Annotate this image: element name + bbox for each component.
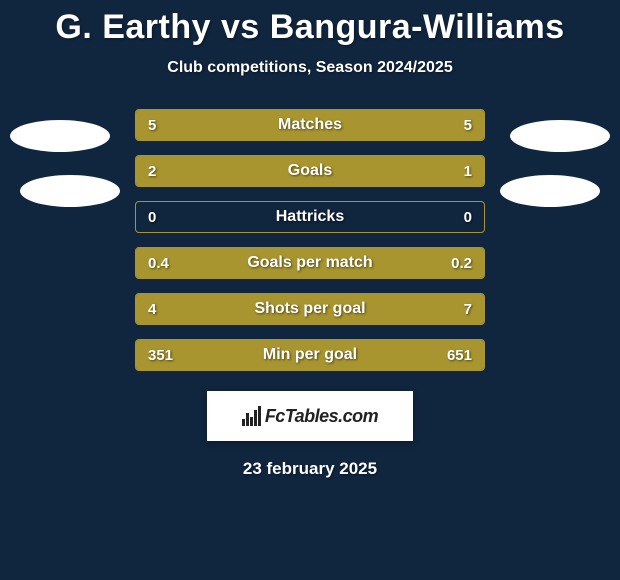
stat-row: 55Matches — [135, 109, 485, 141]
page-title: G. Earthy vs Bangura-Williams — [0, 0, 620, 47]
logo-text: FcTables.com — [265, 406, 378, 427]
stat-row: 0.40.2Goals per match — [135, 247, 485, 279]
stat-row: 351651Min per goal — [135, 339, 485, 371]
stat-value-right: 0 — [464, 202, 472, 232]
bar-right — [258, 340, 484, 370]
subtitle: Club competitions, Season 2024/2025 — [0, 59, 620, 77]
bar-left — [136, 340, 258, 370]
bar-chart-icon — [242, 406, 261, 426]
fctables-logo: FcTables.com — [207, 391, 413, 441]
stat-label: Hattricks — [136, 202, 484, 232]
stat-row: 21Goals — [135, 155, 485, 187]
comparison-chart: 55Matches 21Goals 0 0Hattricks 0.40.2Goals p… — [0, 109, 620, 371]
bar-left — [136, 110, 310, 140]
stat-row: 47Shots per goal — [135, 293, 485, 325]
date-label: 23 february 2025 — [0, 459, 620, 479]
bar-right — [366, 156, 484, 186]
bar-left — [136, 294, 261, 324]
bar-right — [366, 248, 484, 278]
bar-left — [136, 248, 366, 278]
bar-right — [261, 294, 484, 324]
stat-row: 0 0Hattricks — [135, 201, 485, 233]
bar-right — [310, 110, 484, 140]
stat-value-left: 0 — [148, 202, 156, 232]
bar-left — [136, 156, 366, 186]
